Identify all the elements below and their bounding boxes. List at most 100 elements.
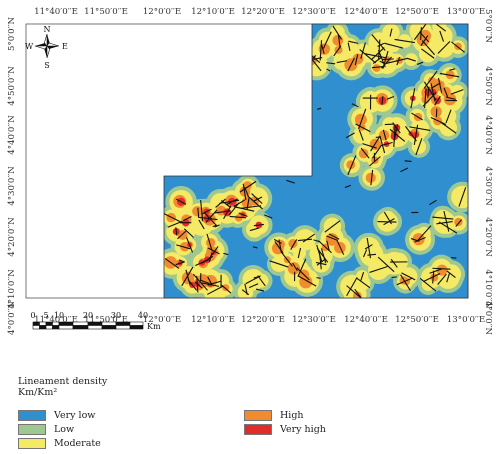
high-zone xyxy=(454,217,463,227)
lineament xyxy=(439,30,445,42)
north-label: N xyxy=(44,25,51,34)
lineament xyxy=(337,34,341,49)
lineament xyxy=(436,221,453,225)
lineament xyxy=(370,169,374,186)
legend-item-high: High xyxy=(244,408,304,422)
scale-segment xyxy=(115,325,131,330)
legend-unit: Km/Km² xyxy=(18,387,58,398)
lineament xyxy=(351,103,359,108)
lineament xyxy=(358,108,367,130)
lineament xyxy=(415,138,423,156)
high-zone xyxy=(358,148,369,159)
lineament xyxy=(187,279,198,291)
lineament xyxy=(214,210,231,214)
lineament xyxy=(401,272,416,281)
lineament xyxy=(440,72,460,78)
lineament xyxy=(383,211,392,225)
north-arrow-icon: N S E W xyxy=(25,25,68,70)
lineament xyxy=(336,60,348,64)
lineament xyxy=(437,41,451,54)
y-tick-label-right: 4°0′0′′N xyxy=(483,301,493,336)
lineament xyxy=(440,121,457,134)
lineament xyxy=(167,220,183,228)
y-tick-label-right: 5°0′0′′N xyxy=(483,9,493,44)
lineament xyxy=(280,251,293,267)
lineament xyxy=(296,267,310,281)
lineament xyxy=(375,136,381,138)
lineament xyxy=(381,96,384,105)
lineament xyxy=(391,276,397,279)
scale-label-30: 30 xyxy=(111,311,121,320)
y-tick-label-left: 4°50′0′′N xyxy=(7,66,17,106)
lineament xyxy=(269,260,289,268)
legend-item-low: Low xyxy=(18,422,74,436)
lineament xyxy=(223,205,232,220)
lineament xyxy=(419,278,437,292)
lineament xyxy=(318,240,332,254)
lineament xyxy=(326,62,336,65)
scale-segment xyxy=(52,321,60,326)
legend-swatch-very-high xyxy=(244,423,272,435)
lineament xyxy=(364,244,373,250)
lineament xyxy=(228,202,240,216)
lineament xyxy=(379,135,386,154)
lineament xyxy=(183,228,194,238)
lineament xyxy=(360,42,366,59)
scale-label-20: 20 xyxy=(83,311,93,320)
lineament xyxy=(378,39,381,60)
y-tick-labels-right: 5°0′0′′N 4°50′0′′N 4°40′0′′N 4°30′0′′N 4°20′… xyxy=(483,9,493,336)
lineament xyxy=(409,126,431,131)
lineament xyxy=(450,89,464,95)
lineament xyxy=(390,258,398,268)
lineament xyxy=(316,247,329,263)
high-zone xyxy=(192,206,203,217)
lineament xyxy=(420,27,422,41)
lineament xyxy=(432,216,454,220)
lineament xyxy=(292,262,298,272)
scale-segment xyxy=(32,325,40,330)
lineament xyxy=(251,193,263,204)
lineament xyxy=(379,60,386,65)
x-tick-label-bottom: 13°0′0′′E xyxy=(447,315,485,325)
scale-label-5: 5 xyxy=(43,311,48,320)
scale-label-40: 40 xyxy=(138,311,148,320)
high-zone xyxy=(365,172,376,183)
lineament xyxy=(421,40,436,56)
scale-segment xyxy=(101,325,117,330)
lineament xyxy=(290,239,298,250)
lineament xyxy=(212,224,218,228)
lineament xyxy=(458,187,467,207)
lineament xyxy=(455,219,462,227)
lineament xyxy=(367,253,377,256)
x-tick-label-top: 12°0′0′′E xyxy=(143,7,181,17)
lineament xyxy=(430,82,441,89)
lineament xyxy=(360,271,365,281)
lineament xyxy=(347,57,355,72)
x-tick-label-bottom: 12°40′0′′E xyxy=(344,315,388,325)
lineament xyxy=(369,156,381,167)
lineament xyxy=(197,207,200,218)
high-zone xyxy=(416,33,430,47)
lineament xyxy=(382,129,387,141)
x-tick-labels-bottom: 11°40′0′′E 11°50′0′′E 12°0′0′′E 12°10′0′′E 1… xyxy=(34,315,485,325)
legend-swatch-high xyxy=(244,409,272,421)
y-tick-label-left: 4°20′0′′N xyxy=(7,217,17,257)
lineament xyxy=(255,288,265,292)
lineament xyxy=(423,70,438,89)
scale-segment xyxy=(39,321,47,326)
lineament xyxy=(239,180,257,193)
legend-swatch-low xyxy=(18,423,46,435)
lineament xyxy=(371,65,385,69)
lineament xyxy=(346,277,358,296)
scale-segment xyxy=(129,325,144,330)
lineament xyxy=(273,238,282,244)
y-tick-label-left: 5°0′0′′N xyxy=(7,16,17,51)
x-tick-label-bottom: 12°20′0′′E xyxy=(241,315,285,325)
lineament xyxy=(358,129,364,141)
lineament xyxy=(201,282,220,287)
scale-segment xyxy=(39,325,47,330)
lineament xyxy=(386,95,395,100)
lineament xyxy=(315,261,327,266)
lineament xyxy=(414,236,426,243)
lineament xyxy=(421,48,435,59)
